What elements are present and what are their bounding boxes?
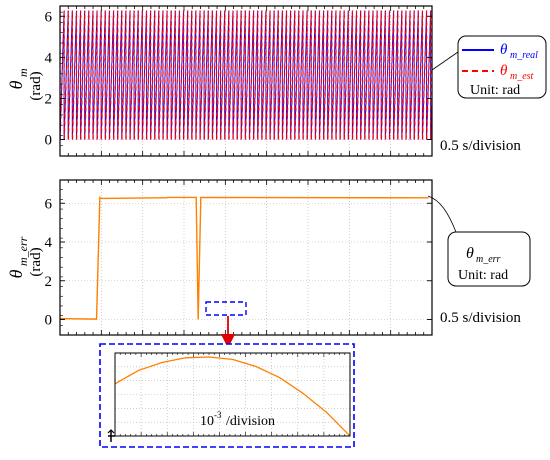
callout-sub: m_err (476, 254, 501, 265)
callout-box (447, 231, 531, 287)
bottom-y-tick-label: 4 (45, 235, 53, 251)
bottom-y-tick-label: 6 (45, 196, 53, 212)
callout-symbol: θ (466, 245, 474, 262)
zoom-inset-division-label: 10 -3 /division (200, 410, 275, 429)
zoom-inset: 10 -3 /division (99, 343, 355, 448)
top-ylabel-unit: (rad) (28, 71, 44, 100)
bottom-chart-ylabel: θ m_err (6, 236, 30, 278)
legend-unit-note: Unit: rad (470, 83, 520, 98)
zoom-inset-border (99, 343, 355, 448)
top-y-tick-label: 0 (45, 133, 53, 149)
bottom-chart-division: 0.5 s/division (440, 310, 521, 326)
zoom-division-exp: -3 (214, 410, 222, 420)
bottom-y-tick-label: 0 (45, 313, 53, 329)
top-y-tick-label: 6 (45, 9, 53, 25)
top-chart-x-ticks (59, 6, 433, 156)
legend-est-symbol: θ (500, 63, 508, 79)
top-chart: 0 2 4 6 θ m (rad) 0.5 s/division θ m_real θ… (6, 5, 547, 157)
top-chart-waveforms (60, 10, 432, 140)
bottom-y-tick-label: 2 (45, 274, 53, 290)
top-chart-ylabel: θ m (6, 68, 30, 89)
zoom-inset-line (115, 356, 350, 436)
legend-real-symbol: θ (500, 42, 508, 58)
bottom-chart-y-ticks: 0 2 4 6 (45, 179, 432, 336)
top-ylabel-symbol: θ (6, 80, 26, 89)
bottom-ylabel-unit: (rad) (28, 247, 44, 276)
zoom-division-text: /division (226, 414, 275, 429)
bottom-chart-grid (60, 180, 432, 335)
bottom-ylabel-symbol: θ (6, 269, 26, 278)
series-theta-m-err (60, 196, 429, 320)
legend-pointer (431, 51, 459, 71)
bottom-chart-line (60, 196, 429, 320)
legend-box (457, 35, 547, 99)
zoom-division-base: 10 (200, 414, 214, 429)
series-zoom-curve (115, 356, 350, 436)
zoom-scale-marker (107, 429, 115, 442)
bottom-chart: 0 2 4 6 θ m_err (rad) 0.5 s/division θ m_er… (6, 179, 531, 349)
top-chart-legend: θ m_real θ m_est Unit: rad (431, 35, 547, 99)
bottom-ylabel-sub: m_err (16, 236, 30, 266)
zoom-inset-frame (114, 352, 351, 437)
top-chart-frame (59, 5, 433, 157)
callout-pointer (427, 195, 457, 233)
legend-est-sub: m_est (510, 71, 534, 82)
bottom-chart-x-ticks (59, 180, 433, 335)
top-y-tick-label: 4 (45, 50, 53, 66)
top-chart-division: 0.5 s/division (440, 138, 521, 154)
top-ylabel-sub: m (16, 68, 30, 77)
top-chart-y-ticks: 0 2 4 6 (45, 9, 432, 157)
top-y-tick-label: 2 (45, 91, 53, 107)
callout-unit-note: Unit: rad (458, 268, 508, 283)
legend-real-sub: m_real (510, 50, 538, 61)
zoom-region-box (205, 301, 247, 316)
bottom-chart-callout: θ m_err Unit: rad (427, 195, 531, 287)
